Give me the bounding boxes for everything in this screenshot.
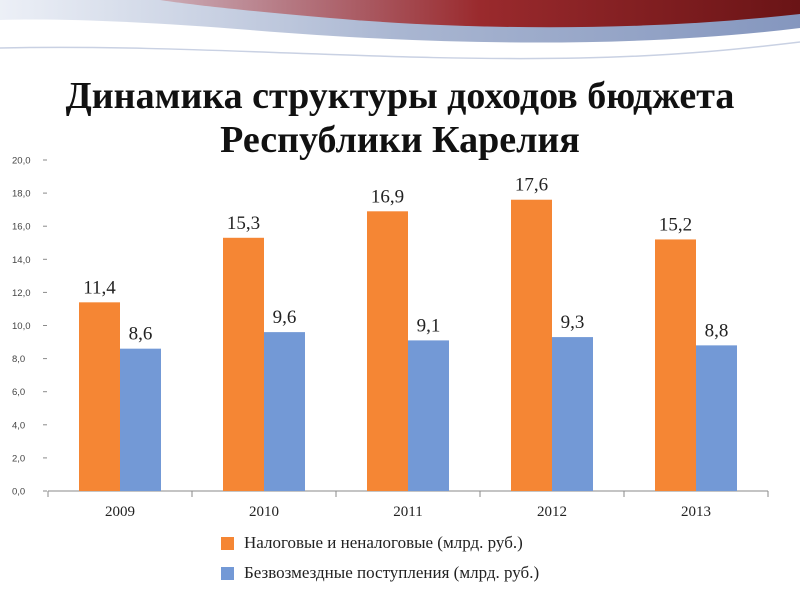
y-tick-label: 2,0 <box>12 453 25 464</box>
bar-tax-revenue <box>223 237 264 491</box>
data-label: 16,9 <box>371 186 404 207</box>
y-tick-label: 12,0 <box>12 288 31 299</box>
bar-gratuitous-receipts <box>408 340 449 491</box>
legend: Налоговые и неналоговые (млрд. руб.) Без… <box>221 528 539 588</box>
y-tick-label: 4,0 <box>12 420 25 431</box>
bar-gratuitous-receipts <box>264 332 305 491</box>
bar-gratuitous-receipts <box>696 345 737 491</box>
data-label: 17,6 <box>515 175 548 196</box>
title-line-2: Республики Карелия <box>220 119 580 161</box>
y-tick-label: 18,0 <box>12 189 31 200</box>
legend-swatch-grants <box>221 566 234 580</box>
header-banner <box>0 0 800 60</box>
y-axis: 0,0 2,0 4,0 6,0 8,0 10,0 12,0 14,0 16,0 18,0 20,0 <box>12 156 47 498</box>
title-line-1: Динамика структуры доходов бюджета <box>65 75 735 117</box>
data-label: 8,8 <box>705 320 729 341</box>
bar-chart: 0,02,04,06,08,010,012,014,016,018,020,0 … <box>12 156 769 520</box>
x-tick-label: 2010 <box>249 504 279 520</box>
y-tick-label: 6,0 <box>12 387 25 398</box>
y-tick-label: 0,0 <box>12 487 25 498</box>
bar-gratuitous-receipts <box>552 337 593 491</box>
legend-item-tax: Налоговые и неналоговые (млрд. руб.) <box>221 528 539 558</box>
data-label: 9,1 <box>417 315 441 336</box>
y-tick-label: 16,0 <box>12 222 31 233</box>
data-label: 15,3 <box>227 213 260 234</box>
x-tick-label: 2011 <box>393 504 422 520</box>
data-label: 8,6 <box>129 324 153 345</box>
legend-label-tax: Налоговые и неналоговые (млрд. руб.) <box>244 533 523 552</box>
data-labels: 11,4 8,6 15,3 9,6 16,9 9,1 17,6 9,3 15,2 8,8 <box>83 175 728 345</box>
bar-tax-revenue <box>79 302 120 491</box>
x-tick-label: 2012 <box>537 504 567 520</box>
bar-gratuitous-receipts <box>120 348 161 491</box>
bar-tax-revenue <box>511 199 552 491</box>
legend-swatch-tax <box>221 536 234 550</box>
data-label: 11,4 <box>83 277 116 298</box>
bar-tax-revenue <box>655 239 696 491</box>
x-tick-label: 2009 <box>105 504 135 520</box>
page-title: Динамика структуры доходов бюджета Респу… <box>0 74 800 162</box>
y-tick-label: 8,0 <box>12 354 25 365</box>
y-tick-label: 10,0 <box>12 321 31 332</box>
y-tick-label: 14,0 <box>12 255 31 266</box>
x-axis: 2009 2010 2011 2012 2013 <box>47 490 769 520</box>
legend-label-grants: Безвозмездные поступления (млрд. руб.) <box>244 563 540 582</box>
data-label: 15,2 <box>659 214 692 235</box>
x-tick-label: 2013 <box>681 504 711 520</box>
legend-item-grants: Безвозмездные поступления (млрд. руб.) <box>221 558 539 588</box>
bar-tax-revenue <box>367 211 408 491</box>
data-label: 9,3 <box>561 312 585 333</box>
y-tick-label: 20,0 <box>12 156 31 167</box>
bars <box>79 199 737 491</box>
data-label: 9,6 <box>273 307 297 328</box>
